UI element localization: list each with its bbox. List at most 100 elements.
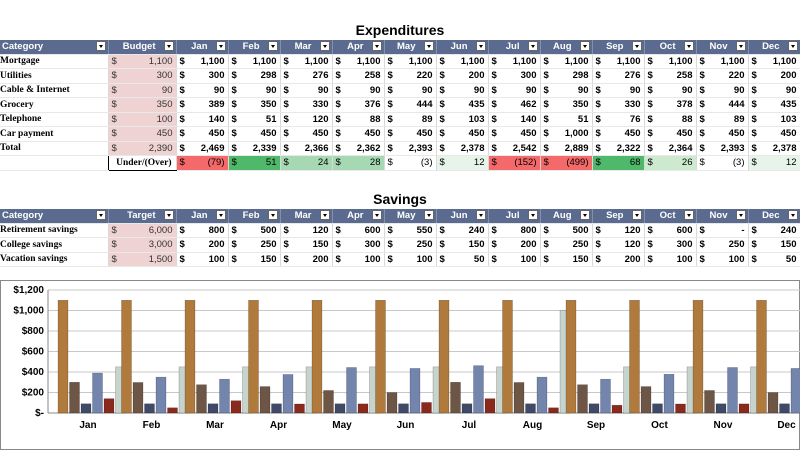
bar-mortgage-oct <box>629 300 640 414</box>
month-value: 450 <box>780 128 797 140</box>
month-cell: $298 <box>228 68 281 84</box>
column-header[interactable]: Sep <box>592 209 645 224</box>
month-value: 100 <box>520 253 537 265</box>
column-header[interactable]: Dec <box>748 40 800 55</box>
month-value: 1,100 <box>616 55 641 67</box>
column-header[interactable]: Category <box>0 209 109 224</box>
column-header[interactable]: Sep <box>592 40 645 55</box>
column-header[interactable]: Target <box>108 209 177 224</box>
filter-dropdown-icon[interactable] <box>475 210 486 220</box>
month-value: 378 <box>676 99 693 111</box>
row-label: College savings <box>0 237 109 253</box>
column-header[interactable]: Aug <box>540 40 593 55</box>
filter-dropdown-icon[interactable] <box>423 41 434 51</box>
column-header[interactable]: Dec <box>748 209 800 224</box>
month-value: 200 <box>468 70 485 82</box>
column-header[interactable]: Jan <box>176 40 229 55</box>
bar-grocery-nov <box>727 367 738 414</box>
column-header[interactable]: Mar <box>280 209 333 224</box>
column-header[interactable]: Category <box>0 40 109 55</box>
filter-dropdown-icon[interactable] <box>319 41 330 51</box>
row-label: Mortgage <box>0 54 109 69</box>
month-cell: $450 <box>488 126 541 142</box>
column-header-label: Budget <box>122 41 156 52</box>
column-header[interactable]: Nov <box>696 40 749 55</box>
column-header[interactable]: Jan <box>176 209 229 224</box>
filter-dropdown-icon[interactable] <box>163 210 174 220</box>
filter-dropdown-icon[interactable] <box>631 210 642 220</box>
column-header[interactable]: May <box>384 209 437 224</box>
month-cell: $103 <box>436 112 489 127</box>
column-header[interactable]: Feb <box>228 209 281 224</box>
filter-dropdown-icon[interactable] <box>163 41 174 51</box>
bar-utilities-aug <box>513 382 525 414</box>
column-header-label: Nov <box>709 41 728 52</box>
filter-dropdown-icon[interactable] <box>475 41 486 51</box>
column-header[interactable]: Mar <box>280 40 333 55</box>
column-header[interactable]: May <box>384 40 437 55</box>
filter-dropdown-icon[interactable] <box>95 41 106 51</box>
filter-dropdown-icon[interactable] <box>95 210 106 220</box>
table-row: Car payment $450 $450 $450 $450 $450 $450 $450 $… <box>0 126 800 142</box>
budget-total-cell: $2,390 <box>108 140 177 156</box>
month-value: 450 <box>208 128 225 140</box>
filter-dropdown-icon[interactable] <box>371 41 382 51</box>
column-header[interactable]: Jul <box>488 209 541 224</box>
filter-dropdown-icon[interactable] <box>215 41 226 51</box>
column-header[interactable]: Jun <box>436 209 489 224</box>
month-value: 450 <box>312 128 329 140</box>
filter-dropdown-icon[interactable] <box>735 210 746 220</box>
table-row: Telephone $100 $140 $51 $120 $88 $89 $103 $140 $5… <box>0 112 800 127</box>
month-value: 90 <box>421 84 433 96</box>
filter-dropdown-icon[interactable] <box>683 210 694 220</box>
column-header[interactable]: Apr <box>332 209 385 224</box>
filter-dropdown-icon[interactable] <box>787 41 798 51</box>
month-value: 1,100 <box>460 55 485 67</box>
column-header[interactable]: Oct <box>644 209 697 224</box>
column-header[interactable]: Nov <box>696 209 749 224</box>
month-cell: $120 <box>280 223 333 238</box>
column-header[interactable]: Oct <box>644 40 697 55</box>
month-cell: $89 <box>696 112 749 127</box>
month-value: 103 <box>780 113 797 125</box>
filter-dropdown-icon[interactable] <box>319 210 330 220</box>
month-value: 120 <box>312 113 329 125</box>
bar-telephone-apr <box>294 403 305 414</box>
bar-cable-internet-mar <box>207 403 219 414</box>
month-cell: $1,100 <box>644 54 697 69</box>
month-cell: $100 <box>332 252 385 267</box>
column-header[interactable]: Feb <box>228 40 281 55</box>
filter-dropdown-icon[interactable] <box>735 41 746 51</box>
under-over-cell: $ (79) <box>176 155 229 171</box>
column-header[interactable]: Jun <box>436 40 489 55</box>
filter-dropdown-icon[interactable] <box>267 210 278 220</box>
column-header[interactable]: Budget <box>108 40 177 55</box>
chart-frame <box>0 280 800 450</box>
month-cell: $435 <box>436 97 489 113</box>
filter-dropdown-icon[interactable] <box>579 210 590 220</box>
budget-value: 1,100 <box>148 55 173 67</box>
filter-dropdown-icon[interactable] <box>371 210 382 220</box>
month-value: 450 <box>364 128 381 140</box>
filter-dropdown-icon[interactable] <box>527 210 538 220</box>
filter-dropdown-icon[interactable] <box>787 210 798 220</box>
column-header[interactable]: Apr <box>332 40 385 55</box>
month-cell: $1,100 <box>332 54 385 69</box>
month-value: 90 <box>785 84 797 96</box>
column-header-label: May <box>397 210 416 221</box>
filter-dropdown-icon[interactable] <box>215 210 226 220</box>
column-header-label: Feb <box>242 41 260 52</box>
column-header[interactable]: Jul <box>488 40 541 55</box>
bar-grocery-feb <box>155 376 167 414</box>
filter-dropdown-icon[interactable] <box>579 41 590 51</box>
filter-dropdown-icon[interactable] <box>631 41 642 51</box>
filter-dropdown-icon[interactable] <box>527 41 538 51</box>
bar-telephone-aug <box>548 407 559 414</box>
total-month-value: 2,393 <box>408 142 433 154</box>
column-header[interactable]: Aug <box>540 209 593 224</box>
filter-dropdown-icon[interactable] <box>683 41 694 51</box>
filter-dropdown-icon[interactable] <box>267 41 278 51</box>
column-header-label: Mar <box>294 210 312 221</box>
filter-dropdown-icon[interactable] <box>423 210 434 220</box>
under-over-cell: $ (3) <box>384 155 437 171</box>
